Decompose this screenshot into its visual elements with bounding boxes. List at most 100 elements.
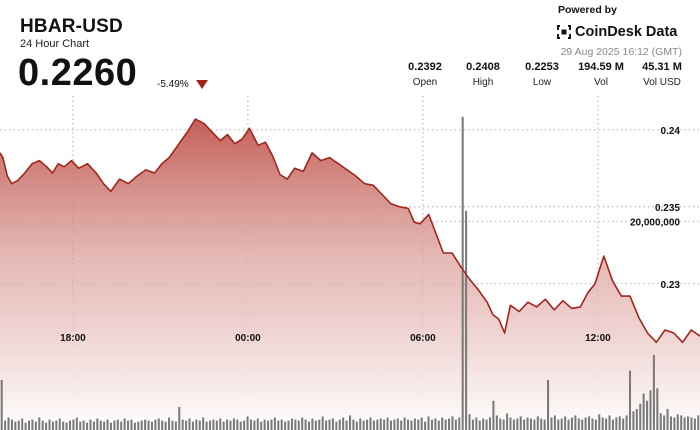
volume-bar bbox=[154, 419, 157, 430]
current-price: 0.2260 bbox=[18, 52, 138, 94]
volume-bar bbox=[263, 419, 266, 430]
volume-bar bbox=[342, 417, 345, 430]
volume-bar bbox=[308, 421, 311, 430]
volume-bar bbox=[529, 418, 532, 430]
volume-bar bbox=[383, 419, 386, 430]
volume-bar bbox=[34, 421, 37, 430]
volume-bars bbox=[0, 116, 700, 430]
volume-bar bbox=[652, 354, 655, 430]
volume-bar bbox=[290, 418, 293, 430]
volume-bar bbox=[150, 421, 153, 430]
volume-bar bbox=[386, 417, 389, 430]
volume-bar bbox=[669, 416, 672, 430]
volume-bar bbox=[591, 418, 594, 430]
volume-bar bbox=[147, 420, 150, 430]
volume-bar bbox=[687, 416, 690, 430]
volume-bar bbox=[625, 415, 628, 430]
volume-bar bbox=[249, 419, 252, 430]
volume-bar bbox=[461, 116, 464, 430]
volume-bar bbox=[297, 420, 300, 430]
volume-bar bbox=[208, 420, 212, 430]
volume-bar bbox=[325, 420, 328, 430]
volume-bar bbox=[557, 419, 560, 430]
volume-bar bbox=[488, 417, 492, 430]
volume-bar bbox=[92, 421, 95, 430]
volume-bar bbox=[328, 419, 331, 430]
volume-bar bbox=[372, 420, 375, 430]
volume-bar bbox=[454, 419, 457, 430]
volume-bar bbox=[222, 421, 225, 430]
stat-high: 0.2408 High bbox=[453, 61, 513, 88]
stat-value: 0.2408 bbox=[466, 61, 500, 73]
volume-bar bbox=[58, 418, 61, 430]
volume-bar bbox=[666, 409, 669, 430]
stat-label: Vol bbox=[594, 77, 608, 88]
volume-bar bbox=[649, 390, 652, 430]
volume-bar bbox=[492, 400, 495, 430]
volume-bar bbox=[311, 418, 314, 430]
volume-bar bbox=[215, 420, 218, 430]
volume-bar bbox=[424, 421, 427, 430]
volume-bar bbox=[594, 419, 597, 430]
volume-bar bbox=[17, 420, 20, 430]
volume-bar bbox=[280, 419, 283, 430]
volume-bar bbox=[164, 421, 167, 430]
volume-bar bbox=[379, 418, 382, 430]
volume-bar bbox=[41, 420, 44, 430]
volume-bar bbox=[584, 417, 587, 430]
volume-bar bbox=[188, 418, 191, 430]
volume-bar bbox=[338, 419, 341, 430]
volume-bar bbox=[243, 420, 246, 430]
volume-bar bbox=[581, 419, 584, 430]
volume-bar bbox=[523, 419, 526, 430]
volume-bar bbox=[396, 418, 399, 430]
volume-bar bbox=[482, 418, 485, 430]
x-tick-label: 18:00 bbox=[60, 333, 86, 344]
volume-bar bbox=[448, 418, 451, 430]
volume-bar bbox=[611, 419, 614, 430]
volume-bar bbox=[24, 422, 27, 430]
asset-title: HBAR-USD bbox=[20, 16, 123, 37]
volume-bar bbox=[198, 420, 201, 430]
volume-bar bbox=[615, 417, 618, 430]
volume-bar bbox=[331, 418, 334, 430]
volume-bar bbox=[362, 420, 365, 430]
down-arrow-icon bbox=[196, 80, 208, 89]
volume-bar bbox=[495, 415, 498, 430]
volume-bar bbox=[683, 417, 686, 430]
volume-bar bbox=[202, 417, 205, 430]
volume-bar bbox=[441, 417, 444, 430]
volume-bar bbox=[516, 418, 519, 430]
volume-bar bbox=[96, 418, 99, 430]
volume-bar bbox=[355, 421, 358, 430]
volume-bar bbox=[693, 418, 696, 430]
volume-bar bbox=[212, 419, 215, 430]
volume-bar bbox=[48, 419, 51, 430]
volume-bar bbox=[598, 414, 601, 430]
volume-bar bbox=[509, 417, 512, 430]
volume-bar bbox=[72, 419, 75, 430]
stat-low: 0.2253 Low bbox=[512, 61, 572, 88]
volume-bar bbox=[533, 419, 536, 430]
x-tick-label: 12:00 bbox=[585, 333, 611, 344]
volume-bar bbox=[468, 414, 471, 430]
volume-bar bbox=[116, 419, 119, 430]
volume-bar bbox=[697, 415, 700, 430]
volume-bar bbox=[567, 419, 570, 430]
volume-bar bbox=[444, 419, 447, 430]
volume-bar bbox=[133, 422, 136, 430]
volume-bar bbox=[393, 419, 396, 430]
volume-bar bbox=[99, 420, 102, 430]
volume-bar bbox=[45, 422, 48, 430]
volume-bar bbox=[632, 411, 635, 430]
volume-bar bbox=[318, 419, 321, 430]
volume-bar bbox=[4, 420, 7, 430]
volume-bar bbox=[321, 416, 324, 430]
coindesk-logo[interactable]: CoinDesk Data bbox=[557, 21, 677, 43]
volume-bar bbox=[284, 421, 287, 430]
stat-value: 45.31 M bbox=[642, 61, 682, 73]
volume-bar bbox=[106, 419, 109, 430]
price-change: -5.49% bbox=[157, 79, 189, 90]
volume-bar bbox=[499, 418, 502, 430]
volume-bar bbox=[389, 420, 392, 430]
